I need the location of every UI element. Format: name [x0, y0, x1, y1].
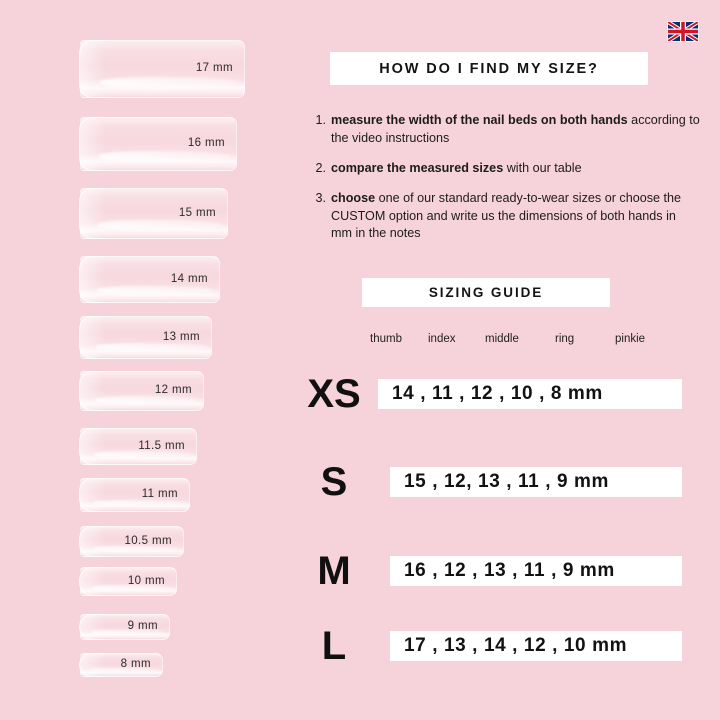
nail-tip-shape	[79, 117, 237, 171]
nail-tip-shape	[79, 256, 220, 303]
size-label-l: L	[321, 624, 347, 668]
finger-header-middle: middle	[485, 333, 519, 345]
nail-tip-shape	[79, 614, 170, 640]
size-row-l: L 17 , 13 , 14 , 12 , 10 mm	[300, 620, 700, 670]
nail-tip-shape	[79, 526, 184, 557]
nail-tip-label: 14 mm	[170, 272, 208, 285]
nail-tip-shape	[79, 188, 228, 239]
nail-tip-item: 16 mm	[0, 117, 290, 171]
nail-tip-label: 12 mm	[154, 384, 192, 396]
size-row-s: S 15 , 12, 13 , 11 , 9 mm	[300, 456, 700, 506]
instruction-step-text: measure the width of the nail beds on bo…	[331, 113, 700, 145]
instruction-step: 3. choose one of our standard ready-to-we…	[308, 190, 700, 244]
size-values-l: 17 , 13 , 14 , 12 , 10 mm	[390, 631, 682, 661]
nail-tip-label: 13 mm	[162, 330, 200, 343]
nail-tip-label: 8 mm	[120, 658, 151, 670]
instruction-step-number: 3.	[315, 190, 326, 205]
nail-tip-shape	[79, 428, 197, 465]
nail-tip-item: 14 mm	[0, 256, 290, 303]
nail-tip-label: 15 mm	[178, 206, 216, 219]
size-values-m: 16 , 12 , 13 , 11 , 9 mm	[390, 556, 682, 586]
sizing-guide-banner: SIZING GUIDE	[362, 278, 610, 307]
how-to-banner: HOW DO I FIND MY SIZE?	[330, 52, 648, 85]
instruction-step-text: choose one of our standard ready-to-wear…	[331, 190, 682, 241]
instruction-step-text: compare the measured sizes with our tabl…	[331, 160, 582, 175]
finger-header-pinkie: pinkie	[615, 333, 646, 345]
instruction-step-emphasis: choose	[331, 190, 376, 205]
finger-headers: thumb index middle ring pinkie	[370, 333, 690, 349]
instruction-step-emphasis: measure the width of the nail beds on bo…	[331, 113, 628, 127]
nail-tip-item: 12 mm	[0, 371, 290, 411]
nail-tip-label: 16 mm	[187, 137, 225, 149]
instructions-list: 1. measure the width of the nail beds on …	[308, 112, 700, 255]
instruction-step: 1. measure the width of the nail beds on …	[308, 112, 700, 148]
size-row-m: M 16 , 12 , 13 , 11 , 9 mm	[300, 545, 700, 595]
nail-tip-shape	[79, 371, 204, 411]
nail-tip-item: 11.5 mm	[0, 428, 290, 465]
uk-flag-icon	[666, 20, 700, 43]
nail-tip-item: 9 mm	[0, 614, 290, 640]
size-values-s: 15 , 12, 13 , 11 , 9 mm	[390, 467, 682, 497]
sizing-guide-banner-title: SIZING GUIDE	[428, 285, 544, 300]
size-label-s: S	[320, 460, 348, 504]
finger-header-ring: ring	[555, 333, 575, 345]
size-label-m: M	[317, 549, 351, 593]
right-column: HOW DO I FIND MY SIZE? 1. measure the wid…	[300, 0, 700, 720]
nail-tip-shape	[79, 567, 177, 596]
nail-tip-label: 17 mm	[195, 62, 233, 74]
instruction-step-emphasis: compare the measured sizes	[331, 160, 504, 175]
size-label-xs: XS	[307, 372, 361, 416]
nail-tip-shape	[79, 478, 190, 512]
nail-tips-column: 17 mm 16 mm 15 mm 14 mm 13 mm 12 mm 11.5 mm 11 …	[0, 0, 290, 720]
nail-tip-label: 9 mm	[127, 620, 158, 632]
nail-tip-item: 10.5 mm	[0, 526, 290, 557]
instruction-step-number: 2.	[315, 160, 326, 175]
nail-tip-label: 10.5 mm	[124, 534, 172, 547]
finger-header-index: index	[428, 333, 456, 345]
finger-header-thumb: thumb	[370, 333, 402, 345]
nail-tip-shape	[79, 653, 163, 677]
nail-tip-label: 11 mm	[141, 488, 178, 500]
nail-tip-item: 15 mm	[0, 188, 290, 239]
size-values-xs: 14 , 11 , 12 , 10 , 8 mm	[378, 379, 682, 409]
how-to-banner-title: HOW DO I FIND MY SIZE?	[379, 60, 599, 77]
instruction-step: 2. compare the measured sizes with our ta…	[308, 160, 700, 178]
size-row-xs: XS 14 , 11 , 12 , 10 , 8 mm	[300, 368, 700, 418]
nail-tip-label: 10 mm	[127, 574, 165, 587]
nail-tip-shape	[79, 40, 245, 98]
nail-tip-item: 8 mm	[0, 653, 290, 677]
nail-tip-item: 10 mm	[0, 567, 290, 596]
instruction-step-number: 1.	[315, 113, 326, 127]
nail-tip-item: 11 mm	[0, 478, 290, 512]
nail-tip-shape	[79, 316, 212, 359]
nail-tip-label: 11.5 mm	[138, 439, 185, 452]
nail-tip-item: 13 mm	[0, 316, 290, 359]
nail-tip-item: 17 mm	[0, 40, 290, 98]
